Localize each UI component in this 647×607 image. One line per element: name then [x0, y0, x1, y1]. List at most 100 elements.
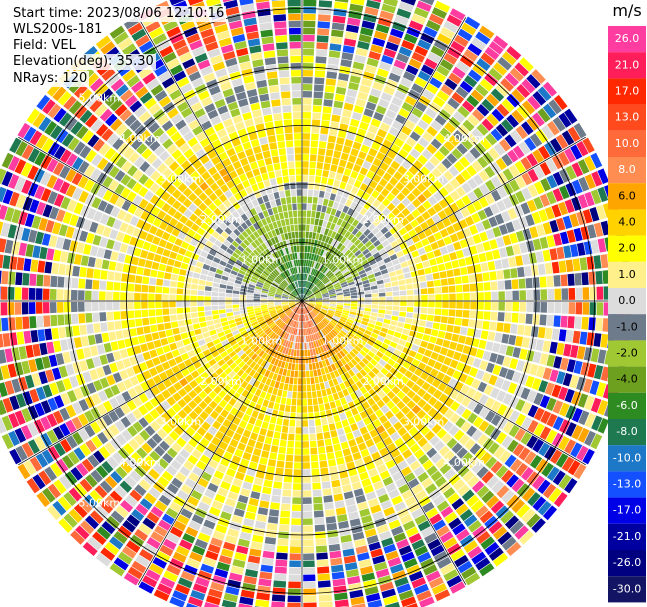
range-gate — [304, 288, 308, 295]
range-gate — [328, 214, 335, 223]
range-gate — [315, 56, 327, 64]
range-gate — [484, 193, 495, 205]
range-gate — [306, 266, 310, 274]
range-gate — [471, 128, 484, 141]
range-gate — [349, 254, 356, 262]
range-gate — [332, 248, 339, 256]
range-gate — [302, 133, 311, 140]
range-gate — [347, 177, 356, 186]
range-gate — [485, 179, 496, 192]
range-gate — [304, 245, 308, 253]
range-gate — [327, 245, 334, 253]
range-gate — [303, 0, 317, 7]
range-gate — [363, 137, 373, 147]
range-gate — [459, 54, 474, 68]
range-gate — [327, 285, 334, 290]
range-gate — [325, 270, 332, 277]
range-gate — [498, 247, 508, 258]
range-gate — [344, 273, 352, 279]
range-gate — [313, 98, 323, 106]
range-gate — [321, 257, 327, 265]
range-gate — [439, 58, 454, 71]
range-gate — [597, 168, 609, 184]
range-gate — [348, 125, 358, 134]
range-gate — [564, 148, 577, 163]
range-gate — [448, 135, 460, 147]
range-gate — [446, 269, 454, 278]
range-gate — [538, 209, 549, 222]
range-gate — [362, 279, 370, 285]
range-gate — [385, 287, 393, 292]
range-gate — [402, 266, 410, 274]
range-gate — [341, 52, 354, 61]
range-gate — [356, 253, 364, 260]
range-gate — [590, 152, 603, 169]
range-gate — [421, 113, 433, 125]
range-gate — [466, 94, 480, 108]
range-gate — [485, 251, 494, 261]
range-gate — [455, 186, 466, 198]
range-gate — [324, 85, 336, 93]
range-gate — [379, 10, 394, 21]
range-gate — [401, 207, 411, 217]
range-gate — [471, 109, 485, 122]
range-gate — [469, 147, 481, 159]
range-gate — [333, 100, 344, 109]
range-gate — [345, 161, 355, 170]
range-gate — [321, 289, 328, 294]
range-gate — [318, 0, 333, 8]
range-gate — [434, 0, 451, 13]
range-gate — [388, 126, 400, 137]
range-gate — [529, 133, 543, 148]
range-gate — [358, 233, 366, 242]
range-gate — [393, 245, 402, 253]
range-gate — [561, 130, 575, 146]
range-gate — [521, 100, 536, 115]
range-gate — [316, 263, 321, 270]
range-gate — [327, 57, 340, 66]
range-gate — [375, 23, 390, 34]
range-gate — [477, 209, 488, 221]
range-gate — [467, 114, 480, 127]
range-gate — [410, 176, 421, 187]
range-gate — [411, 198, 422, 208]
range-gate — [411, 51, 425, 63]
range-gate — [481, 98, 495, 112]
range-gate — [402, 71, 416, 82]
range-gate — [305, 231, 309, 239]
range-gate — [482, 151, 494, 165]
range-gate — [378, 61, 392, 72]
range-gate — [329, 128, 338, 137]
range-gate — [315, 279, 321, 286]
range-gate — [520, 157, 532, 171]
range-gate — [551, 204, 562, 218]
range-gate — [446, 46, 462, 59]
range-gate — [394, 14, 409, 26]
range-gate — [439, 271, 447, 279]
range-gate — [365, 101, 377, 111]
range-gate — [322, 296, 330, 299]
range-gate — [444, 194, 455, 205]
range-gate — [584, 155, 596, 172]
range-gate — [309, 267, 313, 275]
range-gate — [302, 203, 307, 210]
range-gate — [381, 217, 390, 226]
range-gate — [390, 276, 398, 282]
range-gate — [350, 0, 365, 6]
range-gate — [313, 269, 318, 276]
range-gate — [302, 259, 304, 266]
range-gate — [317, 28, 330, 36]
range-gate — [343, 293, 351, 297]
range-gate — [408, 165, 419, 176]
range-gate — [330, 276, 337, 282]
range-gate — [495, 236, 505, 248]
range-gate — [426, 251, 435, 260]
range-gate — [322, 295, 330, 298]
range-gate — [388, 72, 401, 83]
range-gate — [527, 95, 541, 111]
range-gate — [304, 281, 308, 288]
range-gate — [340, 152, 349, 161]
range-gate — [475, 31, 491, 45]
range-gate — [559, 231, 569, 245]
